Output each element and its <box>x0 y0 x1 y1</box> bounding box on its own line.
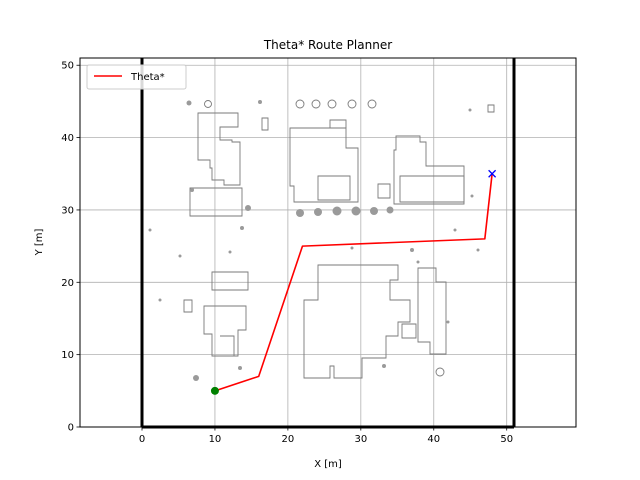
legend-label-theta-star: Theta* <box>130 72 165 83</box>
grid-lines <box>80 58 576 428</box>
goal-marker <box>488 169 497 178</box>
chart-title: Theta* Route Planner <box>263 38 392 52</box>
y-tick-label: 10 <box>61 350 74 361</box>
y-tick-label: 0 <box>68 423 74 434</box>
building-south-center <box>303 264 447 379</box>
x-tick-label: 30 <box>354 434 367 445</box>
y-tick-label: 40 <box>61 133 74 144</box>
y-tick-label: 50 <box>61 61 74 72</box>
route-layer <box>214 173 493 392</box>
x-tick-label: 0 <box>139 434 145 445</box>
x-ticks: 0 10 20 30 40 50 <box>139 427 513 445</box>
y-axis-label: Y [m] <box>34 228 45 256</box>
y-tick-label: 20 <box>61 278 74 289</box>
legend: Theta* <box>86 64 187 90</box>
x-tick-label: 50 <box>500 434 513 445</box>
y-ticks: 0 10 20 30 40 50 <box>61 61 80 434</box>
start-marker <box>210 386 219 395</box>
building-north-center <box>189 112 359 217</box>
obstacle-map <box>148 99 495 381</box>
x-tick-label: 20 <box>282 434 295 445</box>
building-southwest <box>183 271 249 357</box>
legend-box <box>86 64 187 90</box>
goal-marker-stroke <box>488 169 497 178</box>
markers-layer <box>210 169 497 395</box>
plot-frame <box>79 57 577 428</box>
x-tick-label: 40 <box>427 434 440 445</box>
x-tick-label: 10 <box>209 434 222 445</box>
scattered-objects <box>148 99 480 381</box>
x-axis-label: X [m] <box>314 459 342 470</box>
building-northeast <box>377 104 495 205</box>
y-tick-label: 30 <box>61 205 74 216</box>
route-line-theta-star <box>214 173 493 392</box>
